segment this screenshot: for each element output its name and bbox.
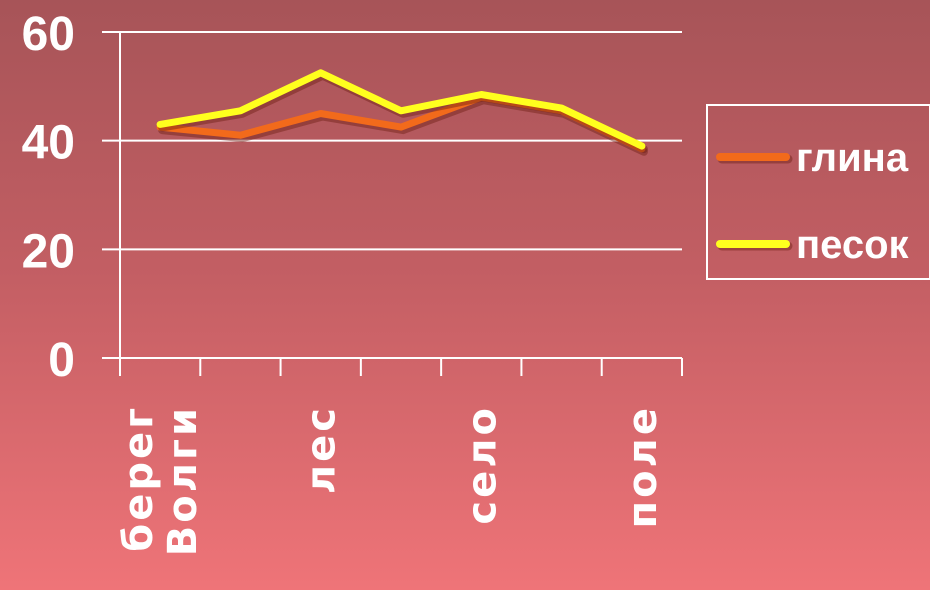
legend-label: глина — [796, 136, 909, 180]
series-line-песок — [156, 69, 646, 150]
y-tick-label: 40 — [22, 117, 75, 170]
x-tick-label: берег — [116, 405, 162, 552]
x-tick-label: лес — [299, 405, 345, 494]
x-tick-label: поле — [620, 405, 666, 529]
y-tick-label: 0 — [48, 334, 75, 387]
legend: глина песок — [706, 104, 930, 280]
y-tick-labels: 0 20 40 60 — [22, 8, 75, 387]
axes — [102, 32, 683, 376]
y-tick-label: 60 — [22, 8, 75, 61]
y-tick-label: 20 — [22, 225, 75, 278]
series-lines — [156, 69, 648, 156]
gridlines — [102, 31, 682, 251]
x-tick-label: село — [459, 405, 505, 525]
legend-box — [706, 104, 930, 280]
x-tick-label: Волги — [160, 405, 206, 556]
legend-label: песок — [796, 223, 910, 267]
